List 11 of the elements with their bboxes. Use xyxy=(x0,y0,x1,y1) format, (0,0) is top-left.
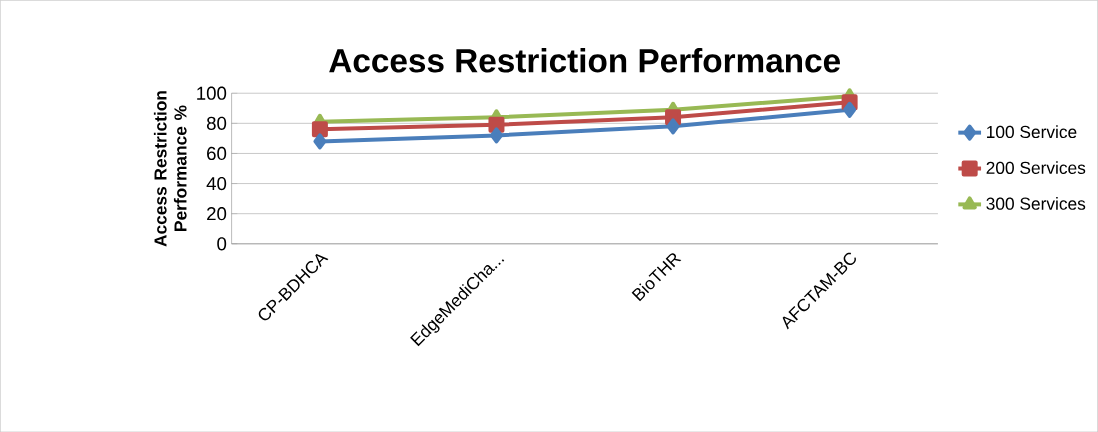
legend-label: 200 Services xyxy=(986,161,1086,174)
y-tick-label: 60 xyxy=(207,146,227,160)
y-tick-label: 20 xyxy=(207,206,227,221)
chart-title: Access Restriction Performance xyxy=(329,47,840,73)
y-axis-title: Access Restriction Performance % xyxy=(153,90,187,247)
y-tick-label: 80 xyxy=(206,116,227,130)
y-tick-label: 0 xyxy=(217,237,227,251)
legend-label: 100 Service xyxy=(987,125,1077,138)
y-tick-label: 100 xyxy=(197,86,227,100)
y-tick-label: 40 xyxy=(206,176,227,191)
legend-label: 300 Services xyxy=(986,196,1086,210)
